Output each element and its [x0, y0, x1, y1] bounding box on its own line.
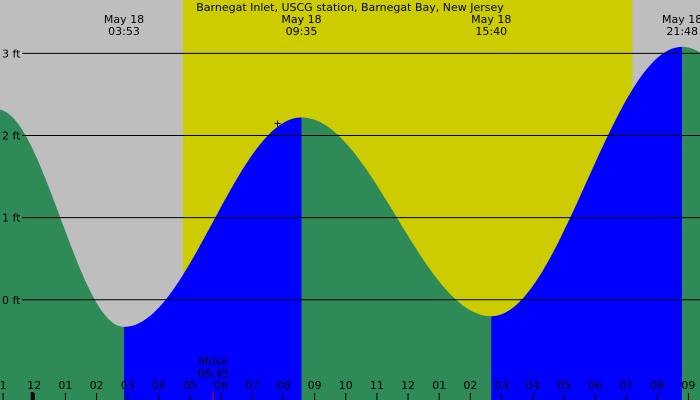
- x-tick-label: 03: [121, 379, 135, 392]
- x-tick-label: 12: [401, 379, 415, 392]
- x-tick-label: 07: [619, 379, 633, 392]
- x-tick-label: 05: [183, 379, 197, 392]
- x-tick-label: 10: [339, 379, 353, 392]
- x-tick-label: 02: [463, 379, 477, 392]
- x-tick-label: 03: [495, 379, 509, 392]
- x-tick-label: 08: [650, 379, 664, 392]
- tide-date-label: May 18: [281, 13, 321, 26]
- tide-time-label: 09:35: [286, 25, 318, 38]
- falling-tide-area: [301, 117, 492, 400]
- tide-time-label: 21:48: [666, 25, 698, 38]
- y-tick-label: 0 ft: [2, 294, 21, 307]
- tide-date-label: May 18: [662, 13, 700, 26]
- x-tick-label: 09: [308, 379, 322, 392]
- x-tick-label: 09: [681, 379, 695, 392]
- y-tick-label: 1 ft: [2, 212, 21, 225]
- tide-date-label: May 18: [104, 13, 144, 26]
- rising-tide-area: [124, 117, 302, 400]
- x-tick-label: 08: [276, 379, 290, 392]
- x-tick-label: 01: [432, 379, 446, 392]
- moonrise-time-label: 06:45: [198, 367, 230, 380]
- x-tick-label: 06: [588, 379, 602, 392]
- x-tick-label: 02: [90, 379, 104, 392]
- tide-area-layer: [0, 46, 700, 400]
- tide-date-label: May 18: [471, 13, 511, 26]
- x-tick-label: 01: [58, 379, 72, 392]
- moonrise-label: Mrise: [199, 355, 229, 368]
- chart-title: Barnegat Inlet, USCG station, Barnegat B…: [196, 1, 504, 14]
- x-tick-label: 04: [152, 379, 166, 392]
- grid-layer: [2, 52, 700, 400]
- x-tick-label: 12: [27, 379, 41, 392]
- label-layer: 0 ft 1 ft 2 ft 3 ft 1 12 01 02 03 04 05 06 07 08 09 10 1…: [0, 13, 700, 392]
- x-tick-label: 11: [370, 379, 384, 392]
- falling-tide-area: [0, 109, 124, 400]
- falling-tide-area: [682, 46, 700, 400]
- x-tick-label: 06: [214, 379, 228, 392]
- x-tick-label: 1: [0, 379, 7, 392]
- y-tick-label: 3 ft: [2, 47, 21, 60]
- x-tick-label: 05: [557, 379, 571, 392]
- tide-time-label: 15:40: [475, 25, 507, 38]
- tide-time-label: 03:53: [108, 25, 140, 38]
- x-tick-label: 07: [245, 379, 259, 392]
- x-tick-label: 04: [526, 379, 540, 392]
- y-tick-label: 2 ft: [2, 130, 21, 143]
